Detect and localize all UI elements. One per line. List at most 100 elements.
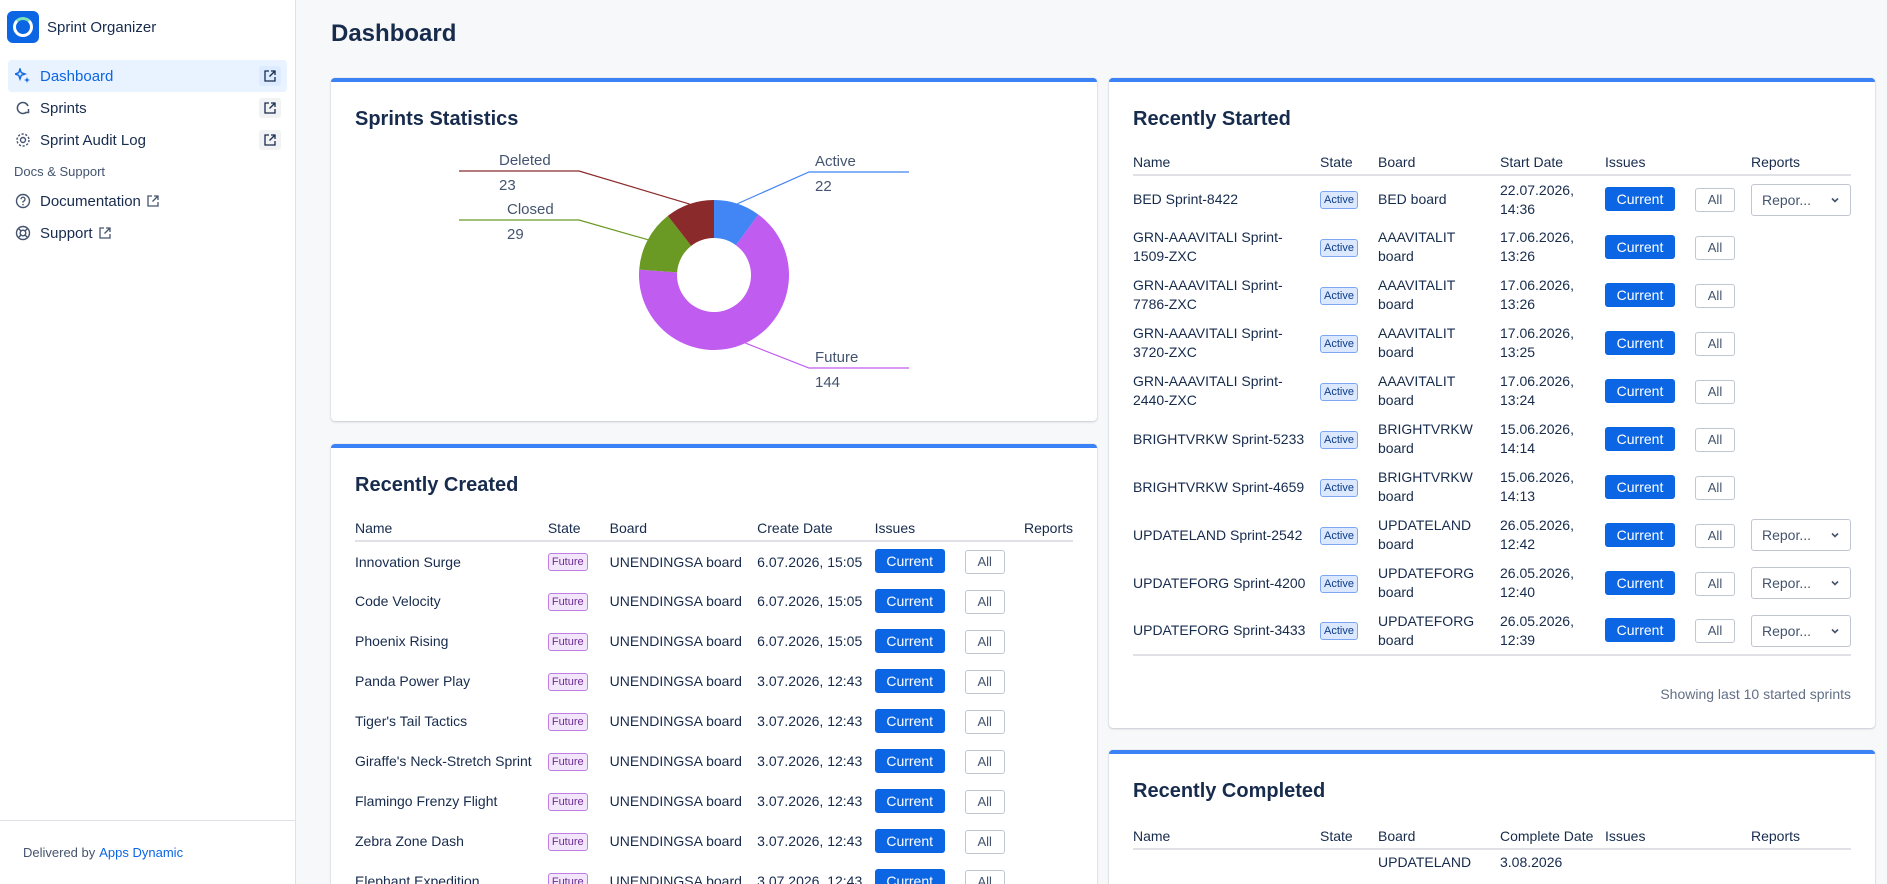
all-issues-button[interactable]: All — [1695, 331, 1735, 356]
sprint-name[interactable] — [1133, 849, 1320, 884]
donut-slice-deleted[interactable] — [667, 200, 714, 246]
open-external-icon[interactable] — [259, 130, 281, 150]
sparkle-icon — [14, 67, 32, 85]
table-row: Code Velocity Future UNENDINGSA board 6.07.… — [355, 581, 1073, 621]
state-cell: Future — [547, 701, 610, 741]
current-issues-button[interactable]: Current — [874, 748, 945, 773]
sidebar-item-audit-log[interactable]: Sprint Audit Log — [8, 124, 287, 156]
leader-line-active — [737, 171, 909, 205]
sprint-name[interactable]: Tiger's Tail Tactics — [355, 713, 468, 729]
current-issues-button[interactable]: Current — [1605, 426, 1675, 451]
current-issues-button[interactable]: Current — [874, 628, 945, 653]
sprint-name[interactable]: UPDATEFORG Sprint-3433 — [1133, 622, 1306, 638]
state-cell: Future — [547, 581, 610, 621]
current-issues-button[interactable]: Current — [1605, 378, 1675, 403]
all-issues-button[interactable]: All — [964, 789, 1005, 814]
all-issues-button[interactable]: All — [1695, 235, 1735, 260]
state-badge: Active — [1320, 574, 1358, 593]
current-issues-button[interactable]: Current — [874, 828, 945, 853]
reports-dropdown[interactable]: Repor... — [1751, 519, 1851, 551]
sprint-name[interactable]: GRN-AAAVITALI Sprint-3720-ZXC — [1133, 325, 1283, 360]
current-issues-button[interactable]: Current — [874, 549, 945, 573]
card-title: Sprints Statistics — [355, 108, 519, 130]
sprint-name[interactable]: Code Velocity — [355, 593, 441, 609]
sidebar-item-dashboard[interactable]: Dashboard — [8, 60, 287, 92]
sidebar-footer: Delivered by Apps Dynamic — [0, 820, 295, 884]
table-header-row: Name State Board Start Date Issues Repor… — [1133, 154, 1851, 176]
current-issues-button[interactable]: Current — [1605, 474, 1675, 499]
board-name: UNENDINGSA board — [609, 713, 742, 729]
state-cell: Active — [1320, 367, 1378, 415]
issues-cell: Current All — [1605, 367, 1751, 415]
all-issues-button[interactable]: All — [1695, 188, 1735, 212]
all-issues-button[interactable]: All — [964, 709, 1005, 734]
sprint-name[interactable]: Giraffe's Neck-Stretch Sprint — [355, 753, 532, 769]
all-issues-button[interactable]: All — [1695, 379, 1735, 404]
issues-cell: Current All — [1605, 463, 1751, 511]
app-brand[interactable]: Sprint Organizer — [0, 0, 295, 54]
open-external-icon[interactable] — [259, 66, 281, 86]
sprint-name[interactable]: GRN-AAAVITALI Sprint-1509-ZXC — [1133, 229, 1283, 264]
create-date: 3.07.2026, 12:43 — [757, 753, 863, 769]
sidebar-item-sprints[interactable]: Sprints — [8, 92, 287, 124]
sprint-name[interactable]: GRN-AAAVITALI Sprint-7786-ZXC — [1133, 277, 1283, 312]
sprint-name[interactable]: UPDATELAND Sprint-2542 — [1133, 526, 1303, 543]
slice-label: Future — [815, 349, 858, 366]
sprint-name[interactable]: Flamingo Frenzy Flight — [355, 793, 498, 809]
issues-cell: Current All — [874, 661, 1024, 701]
current-issues-button[interactable]: Current — [874, 868, 945, 884]
current-issues-button[interactable]: Current — [1605, 330, 1675, 355]
current-issues-button[interactable]: Current — [1605, 187, 1675, 211]
all-issues-button[interactable]: All — [964, 589, 1005, 614]
open-external-icon[interactable] — [259, 98, 281, 118]
all-issues-button[interactable]: All — [1695, 571, 1735, 596]
sprint-name[interactable]: BRIGHTVRKW Sprint-5233 — [1133, 430, 1305, 447]
all-issues-button[interactable]: All — [1695, 523, 1735, 548]
donut-slice-future[interactable] — [639, 214, 789, 350]
sprint-name[interactable]: Phoenix Rising — [355, 633, 449, 649]
current-issues-button[interactable]: Current — [874, 788, 945, 813]
donut-slice-closed[interactable] — [639, 215, 692, 273]
board-name: BRIGHTVRKW board — [1378, 469, 1473, 504]
donut-slice-active[interactable] — [714, 200, 759, 246]
current-issues-button[interactable]: Current — [1605, 282, 1675, 307]
all-issues-button[interactable]: All — [1695, 619, 1735, 643]
all-issues-button[interactable]: All — [964, 550, 1005, 574]
current-issues-button[interactable]: Current — [1605, 234, 1675, 259]
sprint-name[interactable]: Zebra Zone Dash — [355, 833, 464, 849]
current-issues-button[interactable]: Current — [1605, 570, 1675, 595]
all-issues-button[interactable]: All — [1695, 475, 1735, 500]
all-issues-button[interactable]: All — [964, 629, 1005, 654]
current-issues-button[interactable]: Current — [1605, 522, 1675, 547]
sprint-name[interactable]: UPDATEFORG Sprint-4200 — [1133, 574, 1306, 591]
current-issues-button[interactable]: Current — [1605, 618, 1675, 642]
all-issues-button[interactable]: All — [964, 749, 1005, 774]
reports-dropdown[interactable]: Repor... — [1751, 567, 1851, 599]
current-issues-button[interactable]: Current — [874, 588, 945, 613]
all-issues-button[interactable]: All — [1695, 427, 1735, 452]
sprint-name[interactable]: BRIGHTVRKW Sprint-4659 — [1133, 478, 1305, 495]
current-issues-button[interactable]: Current — [874, 668, 945, 693]
all-issues-button[interactable]: All — [964, 869, 1005, 884]
current-issues-button[interactable]: Current — [874, 708, 945, 733]
table-row: Innovation Surge Future UNENDINGSA board 6.… — [355, 541, 1073, 581]
all-issues-button[interactable]: All — [964, 829, 1005, 854]
board-name: UNENDINGSA board — [609, 793, 742, 809]
table-row: Panda Power Play Future UNENDINGSA board 3.… — [355, 661, 1073, 701]
sprint-name[interactable]: BED Sprint-8422 — [1133, 191, 1239, 207]
column-header: Name — [1133, 154, 1320, 176]
reports-cell — [1024, 701, 1073, 741]
vendor-link[interactable]: Apps Dynamic — [99, 845, 184, 860]
sidebar-item-documentation[interactable]: Documentation — [8, 185, 287, 217]
sprint-name[interactable]: Panda Power Play — [355, 673, 471, 689]
sprint-name[interactable]: GRN-AAAVITALI Sprint-2440-ZXC — [1133, 373, 1283, 408]
sprint-name[interactable]: Innovation Surge — [355, 553, 461, 570]
start-date: 26.05.2026, 12:39 — [1500, 612, 1574, 648]
reports-dropdown[interactable]: Repor... — [1751, 614, 1851, 647]
sprint-name[interactable]: Elephant Expedition — [355, 873, 480, 884]
sidebar-item-support[interactable]: Support — [8, 217, 287, 249]
reports-dropdown-label: Repor... — [1762, 622, 1812, 639]
all-issues-button[interactable]: All — [964, 669, 1005, 694]
all-issues-button[interactable]: All — [1695, 283, 1735, 308]
reports-dropdown[interactable]: Repor... — [1751, 183, 1851, 216]
